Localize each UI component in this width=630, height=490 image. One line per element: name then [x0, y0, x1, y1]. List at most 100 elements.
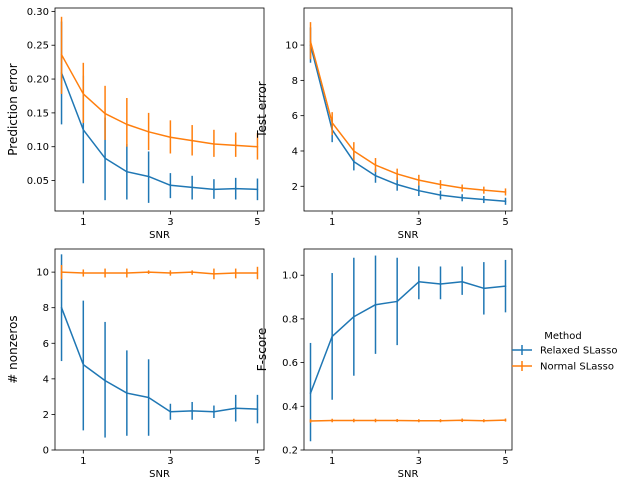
y-tick-label: 0.25 [27, 41, 49, 52]
point-relaxed-6 [418, 280, 420, 283]
axes-frame [54, 248, 265, 451]
point-relaxed-5 [147, 175, 150, 178]
point-normal-4 [374, 419, 377, 422]
point-normal-1 [60, 271, 63, 273]
y-axis-label: Prediction error [6, 63, 20, 156]
point-relaxed-10 [504, 285, 507, 287]
point-relaxed-7 [191, 410, 193, 412]
point-normal-2 [331, 419, 333, 422]
line-normal [309, 41, 506, 193]
x-tick-label: 5 [254, 456, 260, 467]
point-relaxed-4 [374, 174, 377, 177]
point-normal-10 [504, 191, 507, 193]
point-normal-9 [234, 144, 237, 147]
point-normal-4 [374, 164, 377, 166]
point-relaxed-5 [396, 300, 398, 303]
x-tick-label: 1 [329, 456, 335, 467]
point-relaxed-7 [191, 186, 193, 189]
x-axis-label: SNR [149, 230, 170, 241]
x-tick-label: 5 [502, 456, 508, 467]
chart-panel-3: 1 3 5 0 2 4 6 8 10 SNR # nonzeros [6, 248, 265, 480]
legend-label-normal: Normal SLasso [540, 362, 614, 373]
point-relaxed-4 [126, 170, 128, 173]
y-tick-label: 8 [43, 303, 49, 314]
point-normal-10 [504, 419, 507, 421]
series-relaxed [60, 21, 259, 203]
point-relaxed-2 [82, 363, 85, 366]
point-relaxed-8 [461, 196, 463, 199]
point-normal-8 [213, 143, 215, 145]
point-normal-9 [483, 419, 485, 422]
point-normal-2 [82, 272, 85, 274]
series-relaxed [60, 254, 259, 438]
point-normal-6 [418, 179, 420, 181]
y-tick-label: 4 [43, 374, 49, 385]
point-normal-3 [104, 112, 106, 115]
series-relaxed [309, 27, 507, 205]
point-relaxed-9 [483, 287, 485, 290]
point-normal-5 [396, 419, 398, 422]
point-relaxed-8 [213, 410, 215, 413]
point-relaxed-3 [353, 160, 355, 163]
point-normal-3 [353, 150, 355, 152]
point-relaxed-7 [439, 283, 442, 285]
x-tick-label: 3 [167, 217, 173, 228]
chart-panel-2: 1 3 5 2 4 6 8 10 SNR Test error [255, 7, 513, 241]
y-tick-label: 4 [292, 146, 298, 157]
point-relaxed-1 [60, 306, 63, 309]
series-normal [60, 16, 259, 160]
y-tick-label: 1.0 [282, 271, 298, 282]
point-normal-9 [483, 189, 485, 191]
legend-entry-relaxed: Relaxed SLasso [512, 345, 617, 357]
point-normal-7 [439, 183, 442, 186]
series-normal [309, 22, 507, 196]
line-relaxed [309, 281, 506, 394]
point-relaxed-1 [309, 392, 312, 394]
x-tick-label: 3 [416, 217, 422, 228]
y-tick-label: 10 [285, 41, 298, 52]
point-normal-2 [331, 121, 333, 124]
point-normal-5 [396, 173, 398, 175]
line-normal [60, 54, 258, 148]
point-relaxed-4 [126, 392, 128, 394]
line-normal [310, 419, 506, 422]
point-normal-2 [82, 93, 85, 95]
point-relaxed-9 [234, 407, 237, 409]
panels: 1 3 50.050.100.150.200.250.30SNRPrediction… [6, 7, 513, 480]
point-normal-7 [191, 271, 193, 273]
point-normal-5 [147, 131, 150, 133]
x-tick-label: 5 [502, 217, 508, 228]
point-relaxed-8 [213, 188, 215, 191]
point-normal-8 [213, 273, 215, 275]
point-relaxed-6 [418, 189, 420, 192]
point-relaxed-2 [331, 335, 333, 338]
chart-panel-4: 1 3 5 0.2 0.4 0.6 0.8 1.0 SNR F-score [255, 248, 513, 480]
y-tick-label: 0.4 [282, 402, 298, 413]
point-relaxed-3 [104, 157, 106, 160]
y-axis-label: F-score [255, 328, 269, 371]
line-normal [61, 271, 258, 275]
point-relaxed-9 [234, 187, 237, 190]
point-normal-7 [439, 419, 442, 422]
y-tick-label: 6 [292, 111, 298, 122]
point-normal-3 [353, 419, 355, 422]
x-axis-label: SNR [149, 469, 170, 480]
y-tick-label: 0.05 [27, 176, 49, 187]
y-tick-label: 2 [43, 410, 49, 421]
series-normal [309, 418, 507, 423]
y-axis-label: # nonzeros [6, 315, 20, 383]
point-normal-6 [418, 419, 420, 422]
x-tick-label: 1 [329, 217, 335, 228]
x-axis-label: SNR [398, 230, 419, 241]
point-normal-1 [309, 40, 312, 43]
point-normal-1 [60, 53, 63, 56]
point-normal-10 [256, 145, 259, 148]
x-axis-label: SNR [398, 469, 419, 480]
point-normal-7 [191, 139, 193, 142]
point-relaxed-5 [147, 396, 150, 399]
y-tick-label: 6 [43, 339, 49, 350]
point-relaxed-2 [82, 129, 85, 131]
point-relaxed-6 [169, 410, 172, 413]
point-normal-4 [126, 272, 128, 274]
point-normal-1 [309, 420, 312, 422]
